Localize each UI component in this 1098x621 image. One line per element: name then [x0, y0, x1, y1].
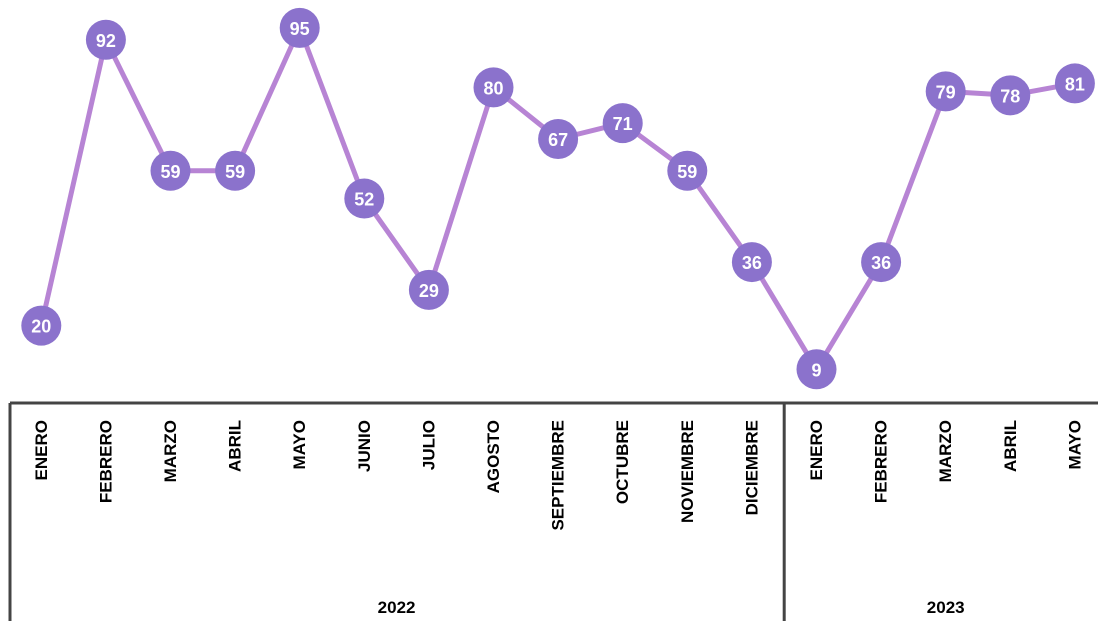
data-label: 78 — [1000, 86, 1020, 106]
data-label: 80 — [483, 78, 503, 98]
data-label: 79 — [936, 82, 956, 102]
data-label: 20 — [31, 317, 51, 337]
x-tick-label: MARZO — [936, 420, 955, 482]
marker — [473, 67, 514, 108]
marker — [538, 119, 579, 160]
x-tick-label: ABRIL — [1001, 420, 1020, 472]
x-tick-label: AGOSTO — [484, 420, 503, 493]
line — [38, 25, 1076, 372]
data-label: 71 — [613, 114, 633, 134]
data-label: 36 — [871, 253, 891, 273]
data-label: 67 — [548, 130, 568, 150]
marker — [279, 7, 320, 48]
x-tick-label: ABRIL — [226, 420, 245, 472]
data-label: 59 — [677, 162, 697, 182]
marker — [990, 75, 1031, 116]
data-label: 95 — [290, 19, 310, 39]
marker — [731, 242, 772, 283]
marker — [408, 269, 449, 310]
x-tick-label: ENERO — [32, 420, 51, 480]
marker — [344, 178, 385, 219]
data-label: 81 — [1065, 74, 1085, 94]
x-tick-label: SEPTIEMBRE — [549, 420, 568, 531]
x-tick-label: FEBRERO — [872, 420, 891, 503]
data-label: 59 — [225, 162, 245, 182]
x-tick-label: DICIEMBRE — [742, 420, 761, 515]
marker — [85, 19, 126, 60]
data-label: 29 — [419, 281, 439, 301]
x-tick-label: ENERO — [807, 420, 826, 480]
marker — [796, 349, 837, 390]
data-label: 52 — [354, 190, 374, 210]
x-tick-label: OCTUBRE — [613, 420, 632, 504]
x-tick-label: FEBRERO — [96, 420, 115, 503]
data-label: 92 — [96, 31, 116, 51]
marker — [1054, 63, 1095, 104]
x-tick-label: MAYO — [290, 420, 309, 469]
marker — [215, 150, 256, 191]
x-tick-label: JUNIO — [355, 420, 374, 472]
group-label: 2023 — [927, 598, 965, 617]
x-tick-label: MAYO — [1065, 420, 1084, 469]
data-label: 9 — [811, 360, 821, 380]
marker — [861, 242, 902, 283]
x-tick-label: JULIO — [419, 420, 438, 470]
x-tick-label: MARZO — [161, 420, 180, 482]
marker — [925, 71, 966, 112]
x-tick-label: NOVIEMBRE — [678, 420, 697, 523]
marker — [602, 103, 643, 144]
marker — [21, 305, 62, 346]
marker — [667, 150, 708, 191]
data-label: 36 — [742, 253, 762, 273]
data-label: 59 — [160, 162, 180, 182]
group-label: 2022 — [378, 598, 416, 617]
marker — [150, 150, 191, 191]
